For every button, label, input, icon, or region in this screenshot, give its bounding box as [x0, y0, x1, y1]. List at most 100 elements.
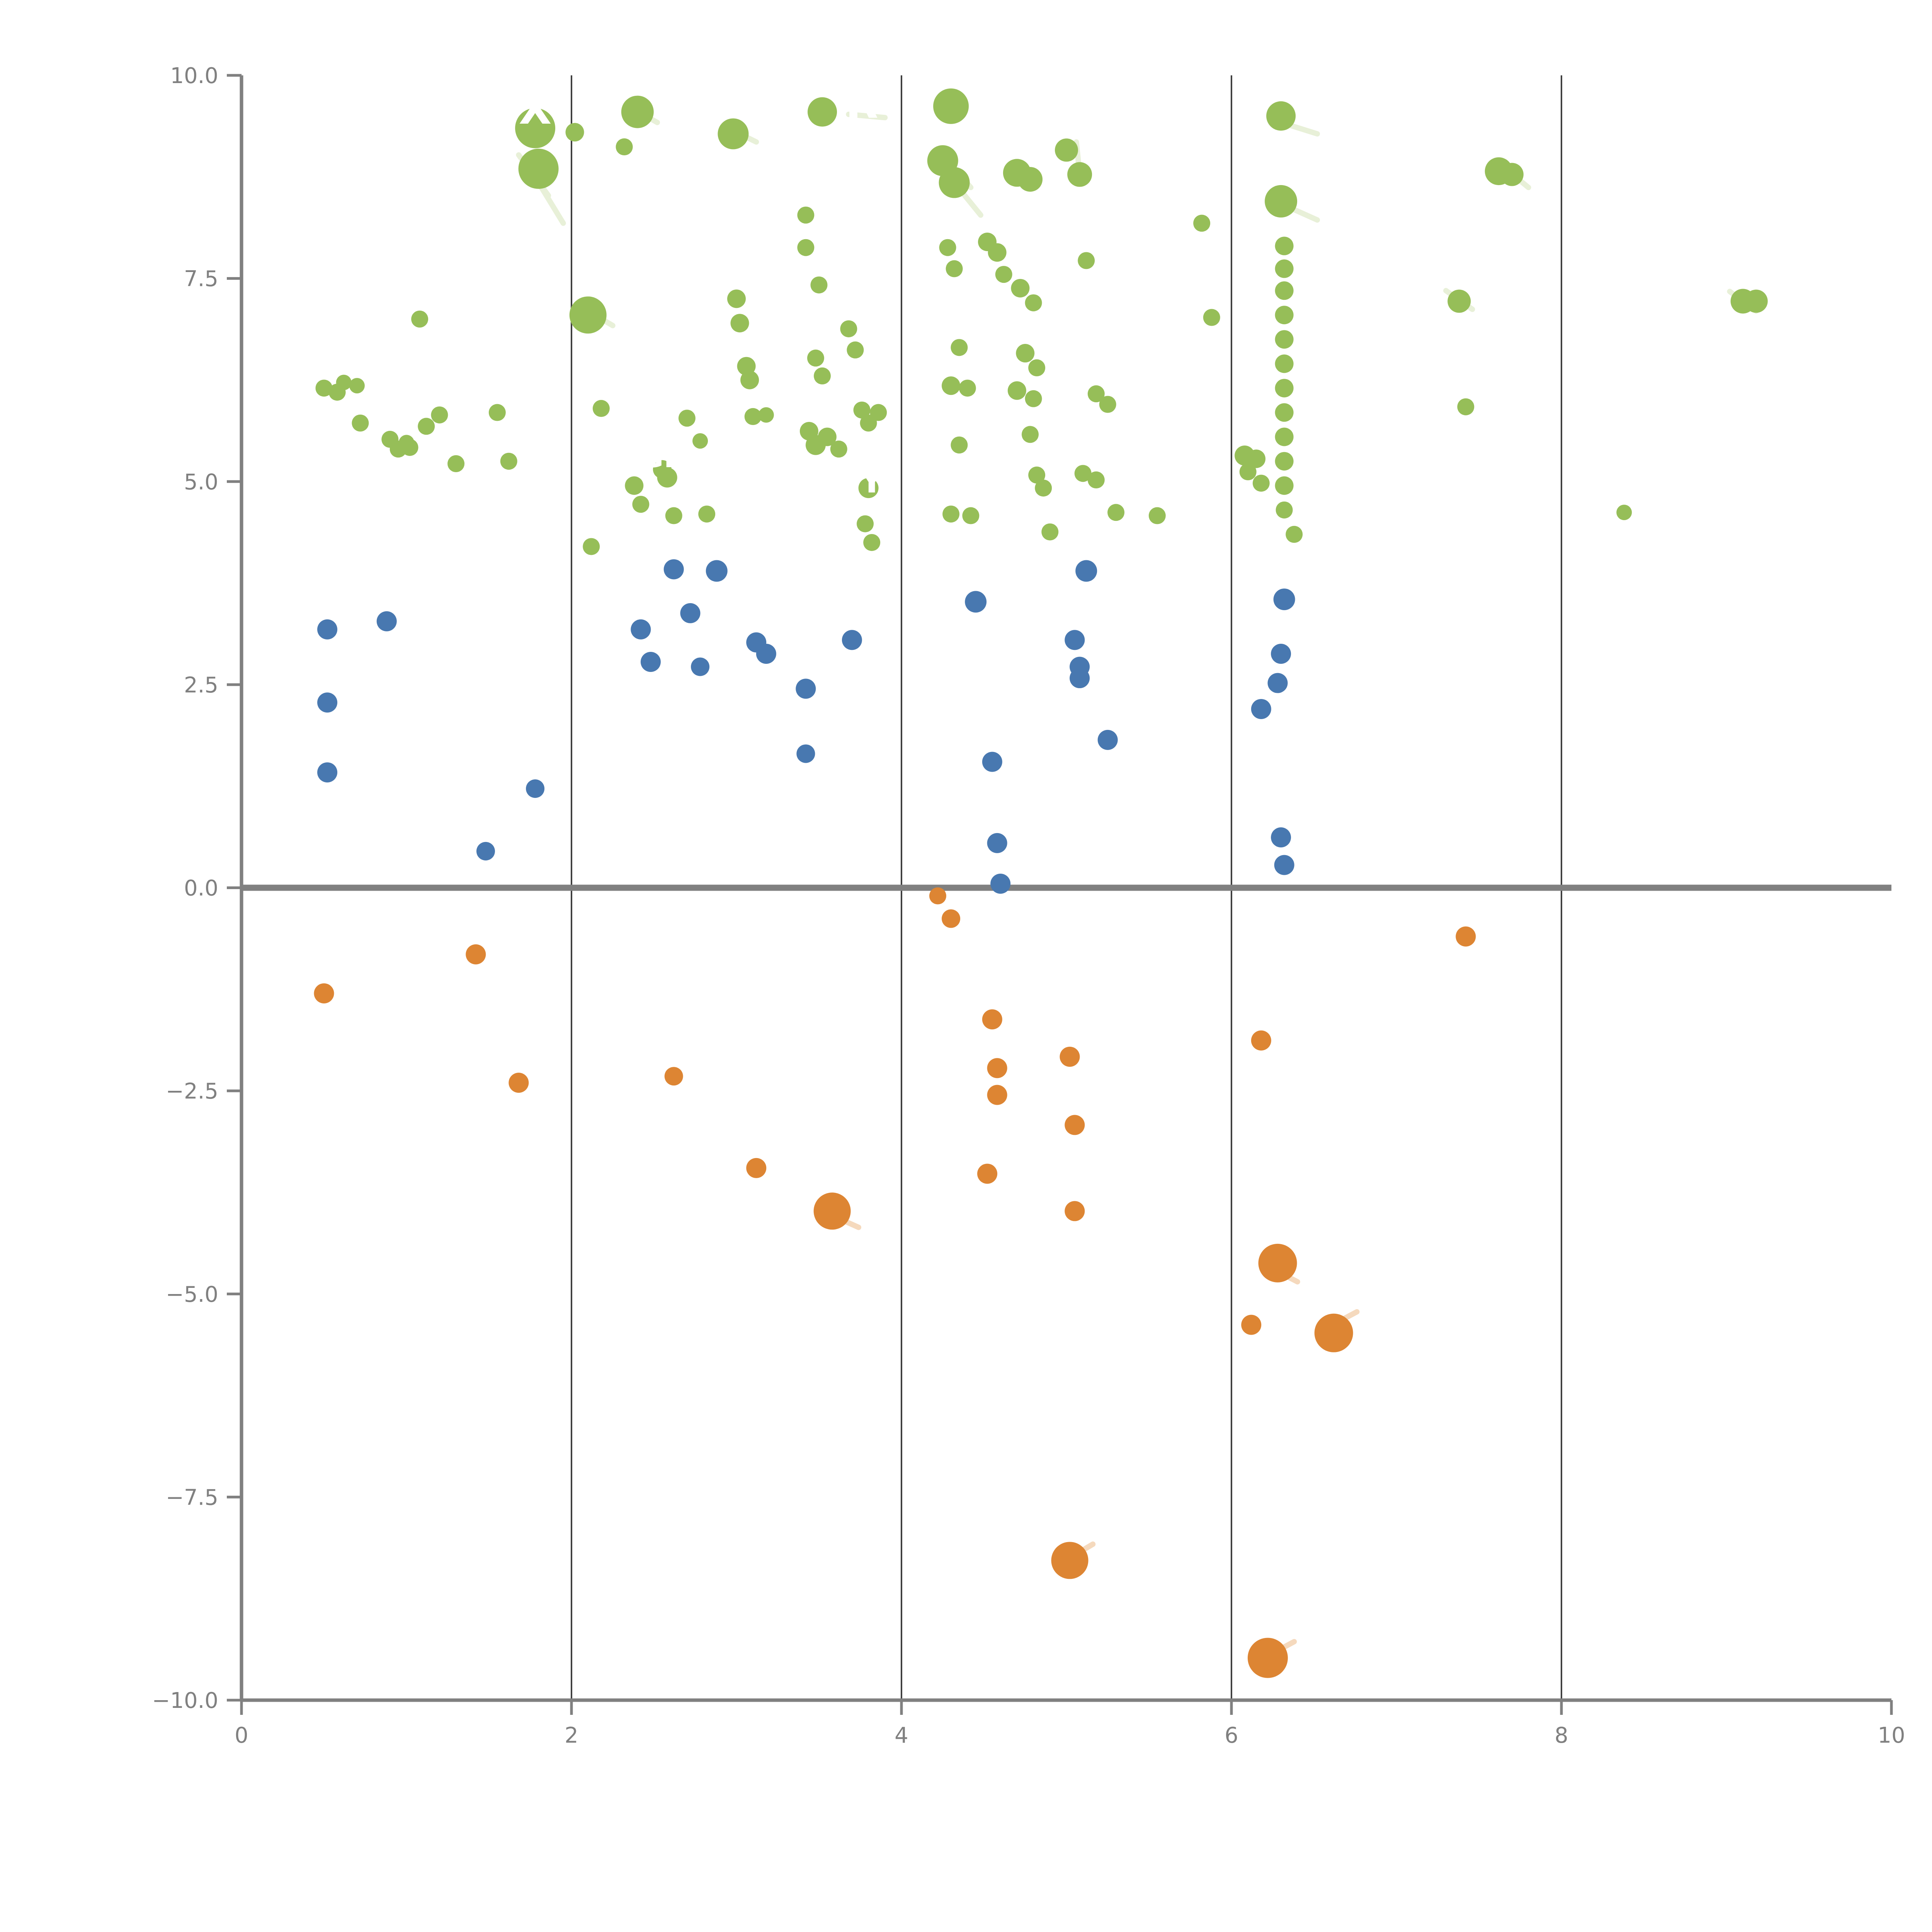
data-point[interactable]: [664, 1067, 683, 1086]
data-point[interactable]: [1051, 1542, 1088, 1579]
data-point[interactable]: [810, 276, 828, 294]
data-point[interactable]: [509, 1073, 529, 1093]
data-point[interactable]: [569, 296, 607, 334]
data-point[interactable]: [1193, 214, 1211, 232]
data-point[interactable]: [933, 88, 969, 124]
data-point[interactable]: [1271, 643, 1291, 664]
data-point[interactable]: [663, 559, 684, 580]
data-point[interactable]: [830, 440, 847, 458]
data-point[interactable]: [840, 320, 857, 337]
data-point[interactable]: [621, 95, 654, 128]
data-point[interactable]: [1456, 926, 1476, 947]
data-point[interactable]: [376, 611, 397, 631]
data-point[interactable]: [616, 138, 633, 156]
data-point[interactable]: [853, 401, 871, 419]
data-point[interactable]: [962, 507, 980, 524]
data-point[interactable]: [476, 842, 495, 861]
data-point[interactable]: [1065, 630, 1085, 650]
data-point[interactable]: [807, 349, 824, 367]
data-point[interactable]: [1275, 306, 1294, 325]
data-point[interactable]: [813, 1192, 851, 1230]
data-point[interactable]: [1041, 523, 1059, 541]
data-point[interactable]: [1018, 167, 1043, 192]
data-point[interactable]: [352, 414, 369, 432]
data-point[interactable]: [946, 260, 963, 277]
data-point[interactable]: [756, 643, 776, 664]
data-point[interactable]: [411, 310, 429, 328]
data-point[interactable]: [797, 239, 815, 256]
data-point[interactable]: [1203, 309, 1220, 326]
data-point[interactable]: [317, 619, 338, 639]
data-point[interactable]: [987, 1058, 1007, 1078]
data-point[interactable]: [1275, 354, 1294, 373]
data-point[interactable]: [315, 379, 333, 397]
data-point[interactable]: [1744, 289, 1768, 313]
data-point[interactable]: [1078, 252, 1095, 269]
data-point[interactable]: [1067, 162, 1092, 187]
data-point[interactable]: [1055, 138, 1078, 162]
data-point[interactable]: [1271, 827, 1291, 848]
data-point[interactable]: [1275, 403, 1294, 422]
data-point[interactable]: [995, 266, 1012, 283]
data-point[interactable]: [1267, 673, 1288, 693]
data-point[interactable]: [818, 427, 837, 446]
data-point[interactable]: [1087, 385, 1105, 403]
data-point[interactable]: [939, 167, 970, 198]
data-point[interactable]: [1457, 398, 1475, 415]
data-point[interactable]: [965, 591, 987, 613]
data-point[interactable]: [1265, 185, 1298, 218]
data-point[interactable]: [317, 692, 338, 713]
data-point[interactable]: [987, 833, 1007, 853]
data-point[interactable]: [727, 289, 746, 308]
data-point[interactable]: [1107, 504, 1125, 521]
data-point[interactable]: [942, 909, 961, 928]
data-point[interactable]: [665, 507, 682, 524]
data-point[interactable]: [625, 476, 644, 495]
data-point[interactable]: [447, 455, 465, 472]
data-point[interactable]: [1500, 163, 1524, 186]
data-point[interactable]: [515, 108, 556, 148]
data-point[interactable]: [1011, 279, 1030, 298]
data-point[interactable]: [1275, 259, 1294, 278]
data-point[interactable]: [939, 239, 956, 256]
data-point[interactable]: [1275, 236, 1294, 255]
data-point[interactable]: [583, 538, 600, 555]
data-point[interactable]: [1025, 294, 1042, 311]
data-point[interactable]: [1251, 699, 1271, 719]
data-point[interactable]: [1273, 588, 1295, 611]
data-point[interactable]: [1065, 1115, 1085, 1135]
data-point[interactable]: [692, 433, 708, 449]
data-point[interactable]: [987, 1085, 1007, 1105]
data-point[interactable]: [488, 404, 506, 421]
data-point[interactable]: [336, 374, 352, 390]
data-point[interactable]: [951, 339, 968, 356]
data-point[interactable]: [1035, 480, 1052, 497]
data-point[interactable]: [863, 534, 881, 551]
data-point[interactable]: [1007, 381, 1026, 400]
data-point[interactable]: [1275, 427, 1294, 446]
data-point[interactable]: [951, 436, 968, 454]
data-point[interactable]: [857, 515, 874, 532]
data-point[interactable]: [1314, 1313, 1353, 1352]
data-points-layer[interactable]: [314, 88, 1768, 1678]
data-point[interactable]: [1028, 466, 1046, 484]
data-point[interactable]: [1148, 507, 1166, 524]
data-point[interactable]: [1028, 359, 1046, 376]
data-point[interactable]: [526, 779, 545, 798]
data-point[interactable]: [758, 407, 774, 423]
data-point[interactable]: [349, 378, 365, 394]
data-point[interactable]: [796, 679, 816, 699]
data-point[interactable]: [1274, 855, 1294, 875]
data-point[interactable]: [1275, 476, 1294, 495]
data-point[interactable]: [1286, 526, 1303, 543]
data-point[interactable]: [1060, 1046, 1080, 1067]
data-point[interactable]: [680, 603, 701, 623]
data-point[interactable]: [1247, 1638, 1288, 1678]
data-point[interactable]: [317, 762, 338, 782]
data-point[interactable]: [1241, 1315, 1262, 1335]
data-point[interactable]: [746, 1158, 767, 1178]
data-point[interactable]: [977, 1163, 998, 1184]
data-point[interactable]: [691, 657, 710, 676]
data-point[interactable]: [565, 123, 584, 142]
data-point[interactable]: [1258, 1243, 1297, 1282]
